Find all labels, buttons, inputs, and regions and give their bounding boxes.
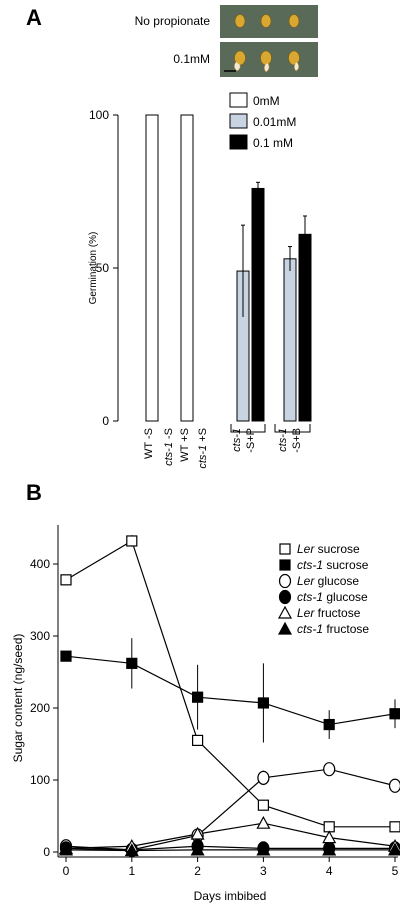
sugar-ytick-label-0: 0 <box>43 845 50 859</box>
germination-ytick-label-100: 100 <box>89 108 109 122</box>
legend-marker-cts-1-sucrose <box>279 559 291 571</box>
seeds-0-1mm <box>233 50 300 73</box>
point-ler-glucose-day-5 <box>388 778 400 793</box>
xtick-label-cts-1: cts-1 <box>277 428 289 452</box>
germination-ylabel: Germination (%) <box>88 232 99 305</box>
point-cts-1-fructose-day-3 <box>256 842 271 856</box>
xtick-label-wt-s: WT -S <box>143 428 155 459</box>
line-ler-sucrose <box>65 540 395 828</box>
panel-b-letter: B <box>26 480 42 505</box>
bar-cts-1-s-p-0-1-mm <box>251 187 265 422</box>
point-cts-1-sucrose-day-4 <box>323 718 335 731</box>
point-cts-1-fructose-day-1 <box>124 843 139 857</box>
point-ler-glucose-day-3 <box>257 770 270 785</box>
legend-swatch-0-01mm <box>229 113 248 129</box>
legend-label-0-1-mm: 0.1 mM <box>253 136 293 150</box>
legend-label-ler-glucose: Ler glucose <box>297 574 359 588</box>
seeds-no-propionate <box>234 14 300 28</box>
line-ler-fructose <box>65 822 396 849</box>
sugar-ytick-label-200: 200 <box>30 701 50 715</box>
point-ler-fructose-day-2 <box>190 826 205 840</box>
sugar-ylabel: Sugar content (ng/seed) <box>11 634 25 763</box>
legend-marker-cts-1-glucose <box>278 589 292 605</box>
photo-label-0-1mm: 0.1mM <box>173 52 210 66</box>
sugar-xtick-label-5: 5 <box>392 864 399 878</box>
point-ler-fructose-day-3 <box>256 815 271 829</box>
legend-swatch-0-1-mm <box>229 134 248 150</box>
sugar-xtick-label-2: 2 <box>194 864 201 878</box>
point-ler-sucrose-day-4 <box>323 821 335 833</box>
legend-label-0-01mm: 0.01mM <box>253 115 296 129</box>
xtick-label-cts-1-s: cts-1 +S <box>197 428 209 469</box>
point-cts-1-sucrose-day-5 <box>389 708 400 720</box>
xtick-label-cts-1-s: cts-1 -S <box>163 428 175 466</box>
bar-cts-1-s-b-0-01mm <box>283 258 297 422</box>
point-cts-1-sucrose-day-0 <box>60 650 72 662</box>
point-cts-1-sucrose-day-1 <box>126 657 138 669</box>
point-ler-sucrose-day-1 <box>126 535 138 547</box>
germination-ytick-label-50: 50 <box>96 261 110 275</box>
legend-marker-ler-glucose <box>278 573 292 589</box>
xtick-label-s-b: -S+B <box>291 428 303 453</box>
sugar-xtick-label-3: 3 <box>260 864 267 878</box>
xtick-label-wt-s: WT +S <box>179 428 191 462</box>
point-cts-1-sucrose-day-3 <box>257 697 269 709</box>
germination-ytick-label-0: 0 <box>102 414 109 428</box>
line-cts-1-sucrose <box>65 655 396 726</box>
legend-label-ler-fructose: Ler fructose <box>297 606 361 620</box>
bar-wt-s-0mm <box>180 114 194 422</box>
group-bracket-2 <box>274 424 311 433</box>
sugar-xtick-label-0: 0 <box>63 864 70 878</box>
legend-label-cts-1-glucose: cts-1 glucose <box>297 590 368 604</box>
point-cts-1-fructose-day-4 <box>322 842 337 856</box>
sugar-line-chart: Sugar content (ng/seed) Days imbibed 010… <box>11 525 400 903</box>
germination-legend: 0mM 0.01mM 0.1 mM <box>229 92 296 150</box>
sugar-ytick-label-300: 300 <box>30 629 50 643</box>
sugar-ytick-label-400: 400 <box>30 557 50 571</box>
legend-marker-cts-1-fructose <box>277 621 293 635</box>
legend-label-ler-sucrose: Ler sucrose <box>297 542 360 556</box>
point-cts-1-fructose-day-0 <box>58 842 74 856</box>
sugar-ytick-label-100: 100 <box>30 773 50 787</box>
group-bracket-1 <box>230 424 266 433</box>
point-ler-sucrose-day-3 <box>257 799 269 811</box>
point-ler-sucrose-day-2 <box>192 734 204 747</box>
point-ler-glucose-day-4 <box>323 762 336 777</box>
photo-label-no-propionate: No propionate <box>135 14 211 28</box>
sugar-legend: Ler sucrose cts-1 sucrose Ler glucose cts-1… <box>277 542 369 636</box>
point-cts-1-fructose-day-5 <box>387 842 400 856</box>
bar-cts-1-s-b-0-1-mm <box>298 233 312 422</box>
legend-label-cts-1-sucrose: cts-1 sucrose <box>297 558 369 572</box>
legend-marker-ler-sucrose <box>279 543 291 555</box>
line-ler-glucose <box>65 768 396 851</box>
line-cts-1-glucose <box>65 845 395 851</box>
germination-xtick-labels: WT -S cts-1 -S WT +S cts-1 +S cts-1 -S+P cts-1… <box>143 424 311 469</box>
xtick-label-cts-1: cts-1 <box>231 428 243 452</box>
point-cts-1-sucrose-day-2 <box>192 691 204 703</box>
sugar-xtick-label-1: 1 <box>128 864 135 878</box>
point-cts-1-fructose-day-2 <box>190 842 205 856</box>
legend-marker-ler-fructose <box>277 605 293 619</box>
line-cts-1-fructose <box>65 849 395 852</box>
germination-bar-chart: Germination (%) 0 50 100 <box>88 108 312 428</box>
legend-label-cts-1-fructose: cts-1 fructose <box>297 622 369 636</box>
point-ler-sucrose-day-0 <box>60 574 72 586</box>
panel-a-letter: A <box>26 5 42 30</box>
seed-photos <box>220 5 318 77</box>
legend-swatch-0mm <box>229 92 248 108</box>
legend-label-0mm: 0mM <box>253 94 280 108</box>
bar-wt-s-0mm <box>145 114 159 422</box>
point-ler-sucrose-day-5 <box>389 821 400 833</box>
sugar-xlabel: Days imbibed <box>194 889 267 903</box>
sugar-xtick-label-4: 4 <box>326 864 333 878</box>
xtick-label-s-p: -S+P <box>245 428 257 453</box>
